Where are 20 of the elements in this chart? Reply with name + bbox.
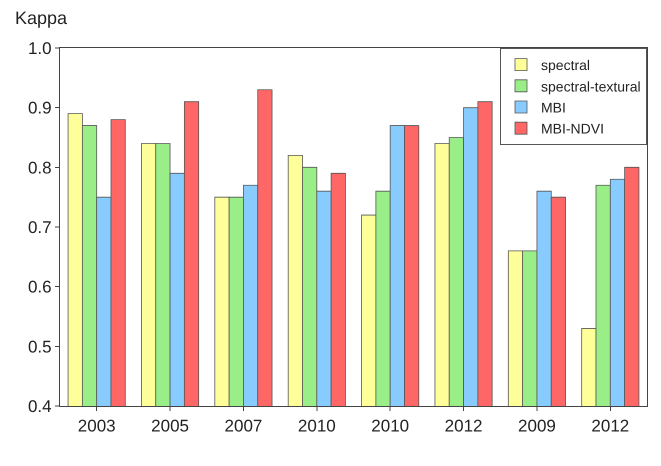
x-tick-label: 2009 <box>518 416 556 436</box>
x-tick-label: 2007 <box>224 416 262 436</box>
legend-label: MBI <box>541 99 566 116</box>
legend-label: spectral-textural <box>541 78 641 94</box>
x-tick-label: 2010 <box>371 416 410 436</box>
y-tick-label: 0.9 <box>28 98 52 118</box>
y-axis-title: Kappa <box>15 8 68 28</box>
x-tick-label: 2010 <box>298 416 336 436</box>
x-tick-label: 2012 <box>591 416 630 436</box>
x-tick-label: 2012 <box>444 416 482 436</box>
legend-label: MBI-NDVI <box>541 120 604 137</box>
x-tick-label: 2003 <box>78 416 116 436</box>
y-tick-label: 0.5 <box>28 337 52 356</box>
y-tick-label: 0.8 <box>28 158 52 178</box>
y-tick-label: 0.7 <box>28 218 52 237</box>
x-tick-label: 2005 <box>151 416 189 436</box>
legend-label: spectral <box>541 57 590 74</box>
y-tick-label: 0.6 <box>28 278 52 297</box>
y-tick-label: 1.0 <box>28 38 52 58</box>
y-tick-label: 0.4 <box>28 396 52 416</box>
